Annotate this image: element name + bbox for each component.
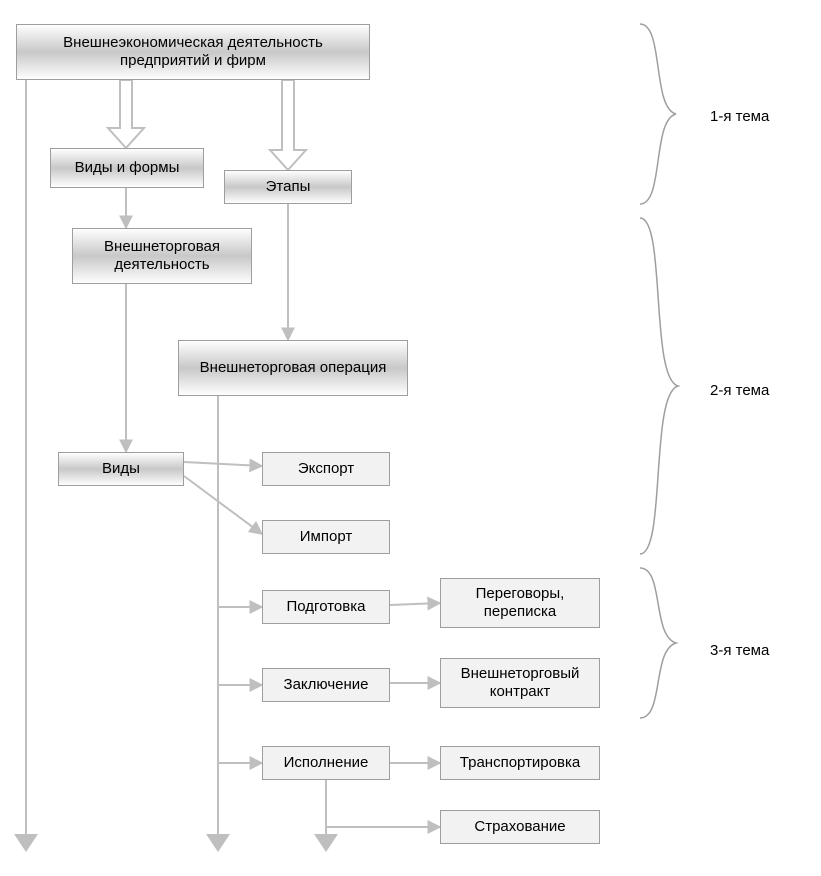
node-forms: Виды и формы	[50, 148, 204, 188]
node-conclusion: Заключение	[262, 668, 390, 702]
node-negotiations: Переговоры, переписка	[440, 578, 600, 628]
node-import: Импорт	[262, 520, 390, 554]
brace-theme-1	[640, 24, 676, 204]
node-export: Экспорт	[262, 452, 390, 486]
node-export-label: Экспорт	[298, 460, 354, 478]
brace-theme-3	[640, 568, 676, 718]
node-kinds-label: Виды	[102, 460, 140, 478]
node-exec-label: Исполнение	[284, 754, 369, 772]
edge-kinds-export	[184, 462, 262, 466]
hollow-arrow-left	[108, 80, 144, 148]
node-prep-label: Подготовка	[287, 598, 366, 616]
node-root: Внешнеэкономическая деятельность предпри…	[16, 24, 370, 80]
flowchart-canvas: Внешнеэкономическая деятельность предпри…	[0, 0, 821, 876]
node-kinds: Виды	[58, 452, 184, 486]
node-ftact-label: Внешнеторговая деятельность	[104, 238, 220, 274]
arrowhead-far-left	[14, 834, 38, 852]
node-preparation: Подготовка	[262, 590, 390, 624]
node-stages-label: Этапы	[266, 178, 311, 196]
theme-2-label: 2-я тема	[710, 382, 769, 399]
node-concl-label: Заключение	[284, 676, 369, 694]
node-contr-label: Внешнеторговый контракт	[461, 665, 580, 701]
node-foreign-trade-activity: Внешнеторговая деятельность	[72, 228, 252, 284]
node-foreign-trade-operation: Внешнеторговая операция	[178, 340, 408, 396]
edge-prep-negot	[390, 603, 440, 605]
node-import-label: Импорт	[300, 528, 352, 546]
node-stages: Этапы	[224, 170, 352, 204]
node-root-label: Внешнеэкономическая деятельность предпри…	[63, 34, 323, 70]
connectors-layer	[0, 0, 821, 876]
node-trans-label: Транспортировка	[460, 754, 580, 772]
theme-1-label: 1-я тема	[710, 108, 769, 125]
theme-3-label: 3-я тема	[710, 642, 769, 659]
node-ftop-label: Внешнеторговая операция	[200, 359, 387, 377]
hollow-arrow-right	[270, 80, 306, 170]
edge-kinds-import	[184, 476, 262, 534]
arrowhead-exec-down	[314, 834, 338, 852]
node-negot-label: Переговоры, переписка	[476, 585, 565, 621]
node-execution: Исполнение	[262, 746, 390, 780]
node-insur-label: Страхование	[474, 818, 565, 836]
node-forms-label: Виды и формы	[75, 159, 180, 177]
brace-theme-2	[640, 218, 678, 554]
node-insurance: Страхование	[440, 810, 600, 844]
node-contract: Внешнеторговый контракт	[440, 658, 600, 708]
arrowhead-spine	[206, 834, 230, 852]
node-transport: Транспортировка	[440, 746, 600, 780]
